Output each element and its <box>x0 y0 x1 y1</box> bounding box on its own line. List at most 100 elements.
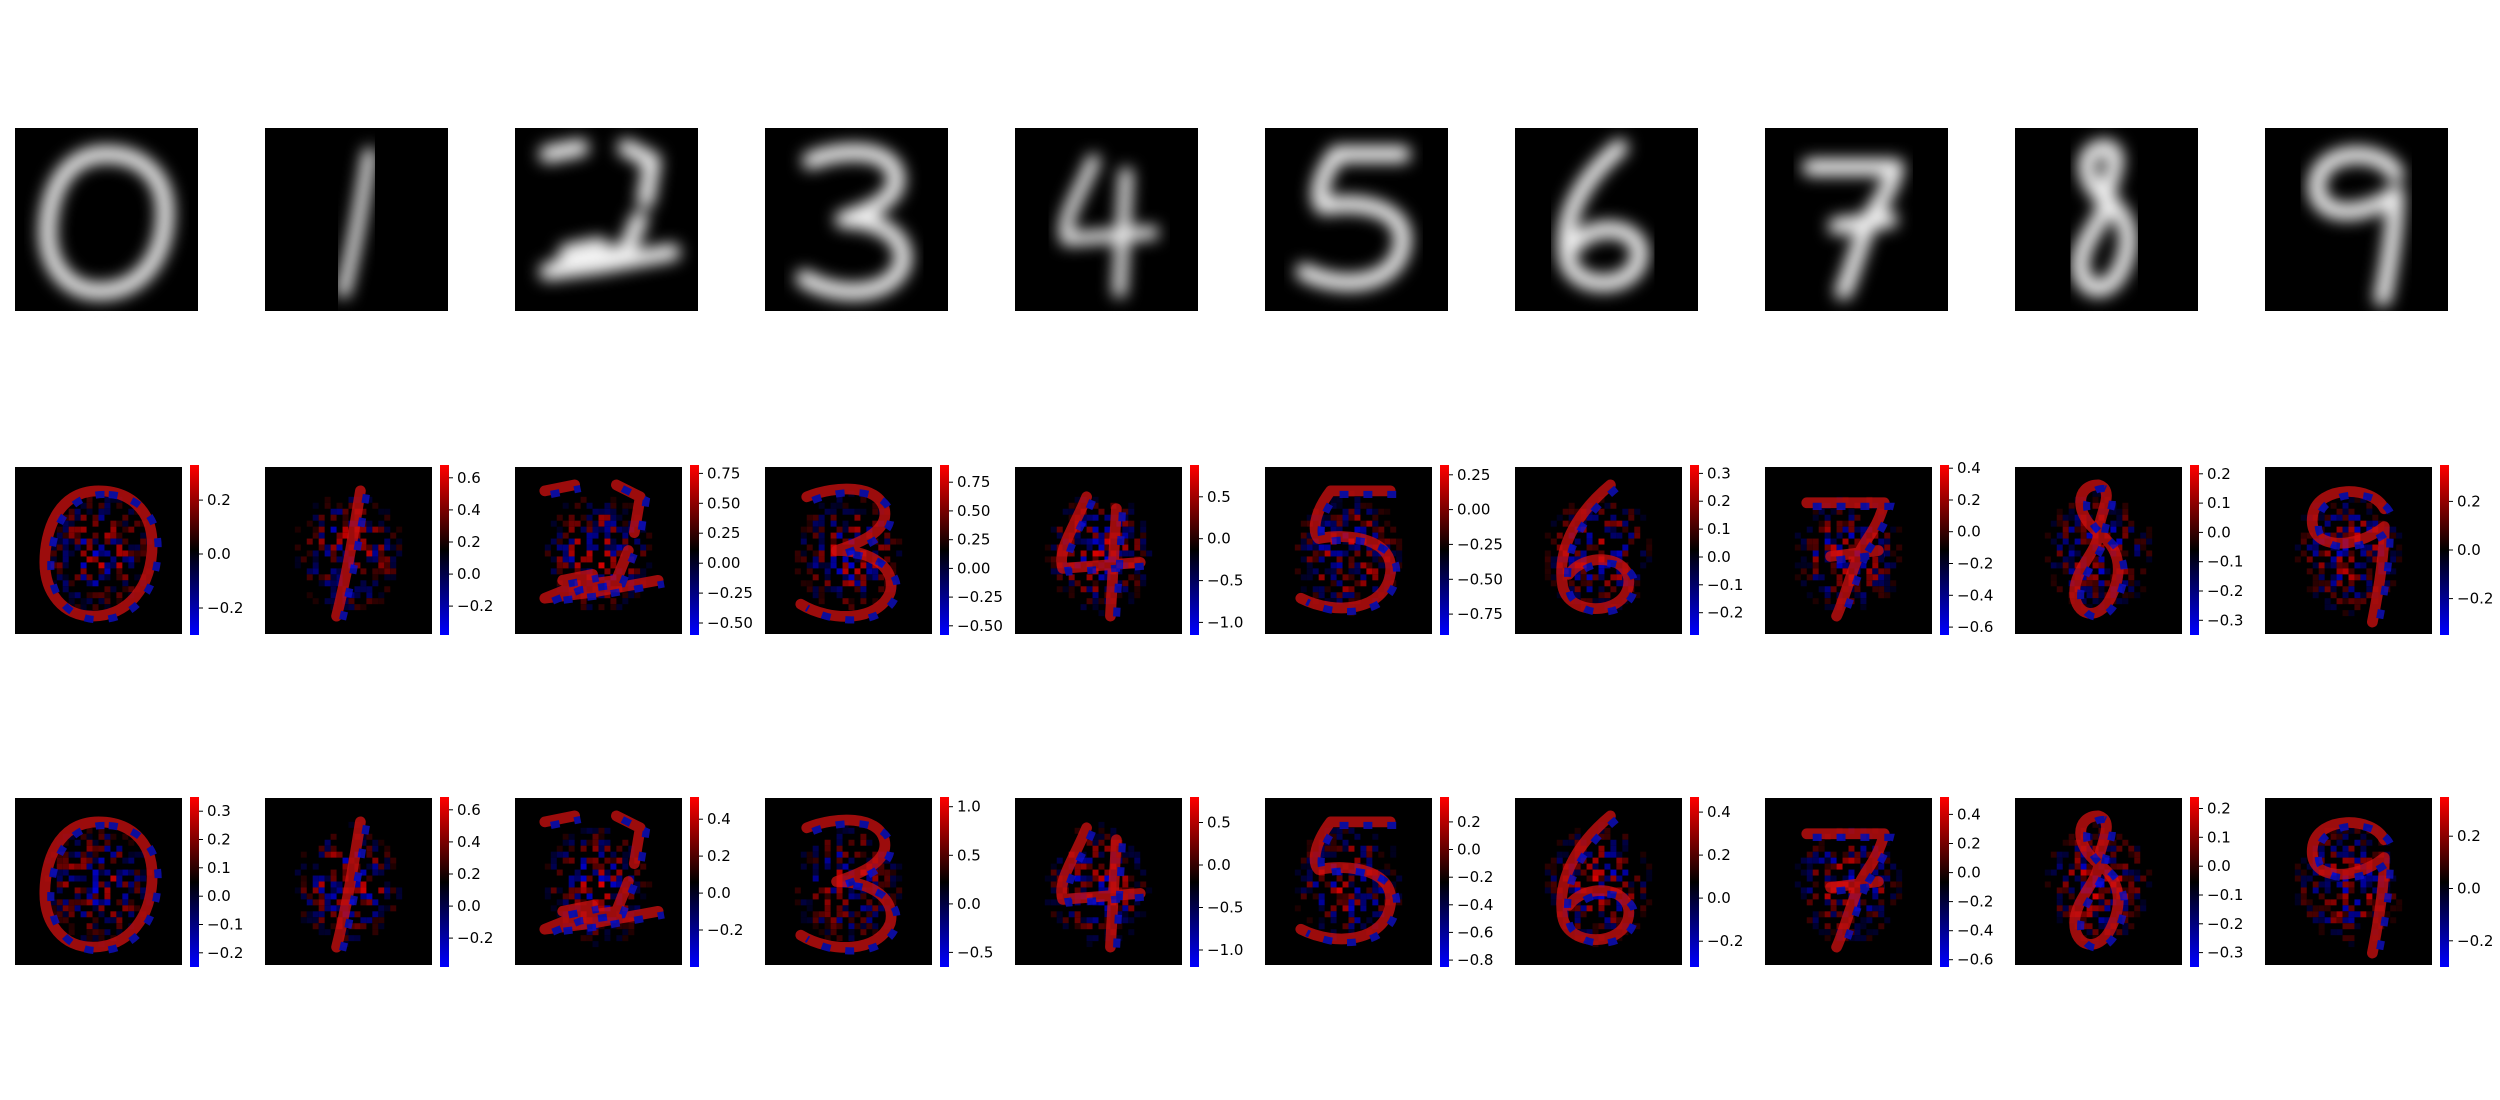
colorbar-tick-label: 1.0 <box>957 798 981 816</box>
colorbar-tick-label: −0.2 <box>1957 555 1993 573</box>
colorbar-tick-label: −0.25 <box>957 588 1003 606</box>
colorbar-tick-label: −0.6 <box>1957 618 1993 636</box>
colorbar-tick-label: 0.0 <box>1707 548 1731 566</box>
colorbar-tick-label: −0.1 <box>2207 886 2243 904</box>
colorbar-tick-label: 0.2 <box>1707 846 1731 864</box>
digit-image-6 <box>1515 128 1698 311</box>
heatmap-1-digit-9 <box>2265 467 2432 634</box>
colorbar-tick-label: −0.50 <box>957 617 1003 635</box>
colorbar-tick-label: 0.5 <box>1207 814 1231 832</box>
heatmap-2-digit-8 <box>2015 798 2182 965</box>
digit-image-0 <box>15 128 198 311</box>
colorbar-tick-label: −0.5 <box>957 943 993 961</box>
colorbar-tick-label: 0.3 <box>1707 464 1731 482</box>
colorbar-tick-label: −0.2 <box>2207 582 2243 600</box>
heatmap-1-digit-3 <box>765 467 932 634</box>
colorbar-tick-label: 0.2 <box>207 491 231 509</box>
colorbar-tick-label: −0.6 <box>1957 951 1993 969</box>
colorbar-tick-label: 0.2 <box>2457 492 2481 510</box>
colorbar-tick-label: 0.0 <box>1457 841 1481 859</box>
colorbar-tick-label: 0.0 <box>1207 530 1231 548</box>
colorbar-tick-label: 0.0 <box>2457 541 2481 559</box>
colorbar-tick-label: 0.25 <box>707 524 740 542</box>
row-attribution-1: 0.20.0−0.20.60.40.20.0−0.20.750.500.250.… <box>15 459 2493 636</box>
colorbar-1-digit-2: 0.75 0.50 0.25 0.00 −0.25 −0.50 <box>690 464 753 635</box>
colorbar-tick-label: 0.0 <box>1957 864 1981 882</box>
colorbar-tick-label: −0.2 <box>1707 604 1743 622</box>
colorbar-tick-label: −0.8 <box>1457 951 1493 969</box>
colorbar-tick-label: 0.2 <box>457 865 481 883</box>
colorbar-tick-label: 0.2 <box>207 831 231 849</box>
heatmap-2-digit-5 <box>1265 798 1432 965</box>
colorbar-tick-label: −0.3 <box>2207 944 2243 962</box>
colorbar-tick-label: 0.2 <box>2207 465 2231 483</box>
heatmap-2-digit-4 <box>1015 798 1182 965</box>
heatmap-2-digit-2 <box>515 798 682 965</box>
colorbar-tick-label: −0.2 <box>2207 915 2243 933</box>
colorbar-1-digit-8: 0.2 0.1 0.0 −0.1 −0.2 −0.3 <box>2190 465 2243 635</box>
colorbar-tick-label: 0.50 <box>957 502 990 520</box>
heatmap-2-digit-9 <box>2265 798 2432 965</box>
colorbar-1-digit-1: 0.6 0.4 0.2 0.0 −0.2 <box>440 465 493 635</box>
colorbar-tick-label: −0.2 <box>707 921 743 939</box>
digit-image-3 <box>765 128 948 311</box>
colorbar-tick-label: 0.0 <box>2207 857 2231 875</box>
colorbar-tick-label: 0.0 <box>1207 856 1231 874</box>
colorbar-tick-label: −0.5 <box>1207 899 1243 917</box>
colorbar-tick-label: −0.2 <box>1707 932 1743 950</box>
colorbar-tick-label: −0.2 <box>2457 932 2493 950</box>
colorbar-tick-label: 0.4 <box>457 501 481 519</box>
colorbar-2-digit-7: 0.4 0.2 0.0 −0.2 −0.4 −0.6 <box>1940 797 1993 969</box>
colorbar-tick-label: −0.6 <box>1457 923 1493 941</box>
colorbar-tick-label: 0.0 <box>1957 523 1981 541</box>
colorbar-tick-label: −0.2 <box>207 944 243 962</box>
colorbar-tick-label: 0.0 <box>207 887 231 905</box>
digit-image-8 <box>2015 128 2198 311</box>
colorbar-tick-label: 0.1 <box>1707 520 1731 538</box>
colorbar-tick-label: 0.2 <box>1957 491 1981 509</box>
heatmap-1-digit-5 <box>1265 467 1432 634</box>
colorbar-tick-label: 0.0 <box>457 565 481 583</box>
colorbar-tick-label: 0.4 <box>1957 805 1981 823</box>
colorbar-tick-label: −0.75 <box>1457 605 1503 623</box>
colorbar-tick-label: −0.1 <box>207 916 243 934</box>
colorbar-tick-label: 0.2 <box>2207 800 2231 818</box>
colorbar-tick-label: 0.5 <box>1207 488 1231 506</box>
colorbar-2-digit-1: 0.6 0.4 0.2 0.0 −0.2 <box>440 797 493 967</box>
colorbar-tick-label: 0.25 <box>957 531 990 549</box>
colorbar-2-digit-9: 0.2 0.0 −0.2 <box>2440 797 2493 967</box>
colorbar-tick-label: −0.25 <box>1457 535 1503 553</box>
colorbar-tick-label: −0.50 <box>707 614 753 632</box>
digit-image-1 <box>265 128 448 311</box>
colorbar-tick-label: 0.00 <box>1457 501 1490 519</box>
colorbar-tick-label: −0.4 <box>1457 896 1493 914</box>
colorbar-1-digit-7: 0.4 0.2 0.0 −0.2 −0.4 −0.6 <box>1940 459 1993 636</box>
colorbar-tick-label: −0.2 <box>207 599 243 617</box>
colorbar-tick-label: 0.1 <box>2207 828 2231 846</box>
heatmap-1-digit-4 <box>1015 467 1182 634</box>
digit-image-5 <box>1265 128 1448 311</box>
heatmap-2-digit-3 <box>765 798 932 965</box>
colorbar-tick-label: −0.50 <box>1457 570 1503 588</box>
colorbar-tick-label: −0.3 <box>2207 611 2243 629</box>
heatmap-2-digit-0 <box>15 798 182 965</box>
colorbar-2-digit-2: 0.4 0.2 0.0 −0.2 <box>690 797 743 967</box>
colorbar-tick-label: −0.2 <box>2457 590 2493 608</box>
digit-image-2 <box>515 128 698 311</box>
colorbar-tick-label: 0.2 <box>2457 827 2481 845</box>
colorbar-tick-label: 0.4 <box>707 810 731 828</box>
colorbar-1-digit-5: 0.25 0.00 −0.25 −0.50 −0.75 <box>1440 465 1503 635</box>
colorbar-tick-label: 0.00 <box>707 554 740 572</box>
colorbar-tick-label: 0.0 <box>707 884 731 902</box>
colorbar-2-digit-8: 0.2 0.1 0.0 −0.1 −0.2 −0.3 <box>2190 797 2243 967</box>
colorbar-tick-label: 0.0 <box>2457 880 2481 898</box>
colorbar-1-digit-0: 0.2 0.0 −0.2 <box>190 465 243 635</box>
colorbar-tick-label: 0.2 <box>1707 492 1731 510</box>
colorbar-tick-label: 0.6 <box>457 469 481 487</box>
colorbar-tick-label: −0.2 <box>1457 868 1493 886</box>
row-input-images <box>15 128 2448 311</box>
colorbar-tick-label: 0.75 <box>957 473 990 491</box>
colorbar-tick-label: −0.4 <box>1957 922 1993 940</box>
colorbar-1-digit-6: 0.3 0.2 0.1 0.0 −0.1 −0.2 <box>1690 464 1743 635</box>
colorbar-tick-label: −0.2 <box>1957 893 1993 911</box>
